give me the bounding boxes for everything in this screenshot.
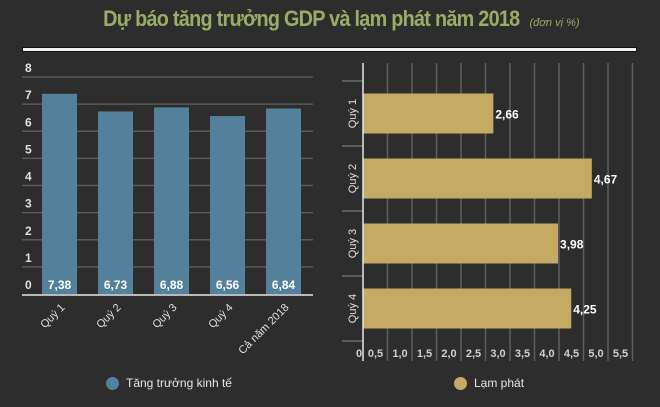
y-tick-label: 2 — [25, 224, 32, 238]
y-tick-label: 0 — [25, 278, 32, 292]
x-tick-label: Quý 2 — [94, 302, 123, 331]
chart-title: Dự báo tăng trưởng GDP và lạm phát năm 2… — [0, 6, 660, 32]
x-tick-label: 2,5 — [466, 348, 481, 360]
legend-gdp: Tăng trưởng kinh tế — [106, 376, 232, 390]
data-label: 2,66 — [495, 108, 519, 122]
x-tick-label: 3,5 — [515, 348, 530, 360]
bar — [363, 288, 572, 329]
x-tick-label: Cả năm 2018 — [236, 302, 291, 357]
x-tick-label: Quý 1 — [38, 302, 67, 331]
y-tick-label: 1 — [25, 251, 32, 265]
y-tick-label: 5 — [25, 142, 32, 156]
y-tick-label: Quý 4 — [347, 294, 359, 323]
bar — [363, 93, 494, 134]
x-tick-label: 1,5 — [417, 348, 432, 360]
unit-note: (đơn vị %) — [529, 17, 580, 29]
data-label: 6,84 — [272, 278, 296, 292]
data-label: 6,56 — [216, 278, 240, 292]
y-tick-label: 3 — [25, 197, 32, 211]
y-tick-label: Quý 1 — [347, 99, 359, 128]
bar — [363, 158, 592, 199]
legend-label-gdp: Tăng trưởng kinh tế — [126, 376, 232, 390]
bar — [154, 107, 189, 294]
y-tick-label: 7 — [25, 88, 32, 102]
x-tick-label: 0 — [356, 348, 362, 360]
bar — [210, 116, 245, 294]
y-tick-label: 8 — [25, 61, 32, 75]
bar — [42, 93, 77, 294]
x-tick-label: 2,0 — [441, 348, 456, 360]
data-label: 3,98 — [560, 238, 584, 252]
title-divider — [22, 47, 637, 52]
title-text: Dự báo tăng trưởng GDP và lạm phát năm 2… — [103, 6, 521, 31]
data-label: 4,25 — [573, 303, 597, 317]
bar — [98, 111, 133, 294]
x-tick-label: 4,5 — [564, 348, 579, 360]
x-tick-label: Quý 4 — [206, 302, 235, 331]
data-label: 4,67 — [594, 173, 618, 187]
bar — [266, 108, 301, 294]
y-tick-label: Quý 3 — [347, 229, 359, 258]
y-tick-label: Quý 2 — [347, 164, 359, 193]
legend-marker-inflation — [454, 376, 467, 390]
legend-inflation: Lạm phát — [454, 376, 524, 390]
data-label: 7,38 — [48, 278, 72, 292]
x-tick-label: 4,0 — [539, 348, 554, 360]
x-tick-label: 3,0 — [490, 348, 505, 360]
x-tick-label: 5,0 — [588, 348, 603, 360]
x-tick-label: 1,0 — [392, 348, 407, 360]
y-tick-label: 4 — [25, 170, 32, 184]
bar — [363, 223, 559, 264]
legend-marker-gdp — [106, 376, 119, 390]
x-tick-label: 5,5 — [613, 348, 628, 360]
legend-label-inflation: Lạm phát — [474, 376, 525, 390]
y-tick-label: 6 — [25, 115, 32, 129]
data-label: 6,73 — [104, 278, 128, 292]
x-tick-label: Quý 3 — [150, 302, 179, 331]
x-tick-label: 0,5 — [368, 348, 383, 360]
data-label: 6,88 — [160, 278, 184, 292]
